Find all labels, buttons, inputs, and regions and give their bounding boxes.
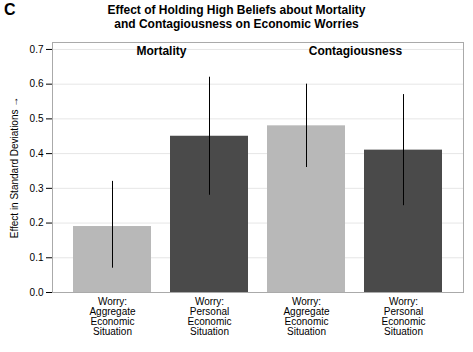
svg-text:0.6: 0.6 [30,78,44,89]
svg-text:0.7: 0.7 [30,44,44,55]
svg-text:0.4: 0.4 [30,148,44,159]
svg-text:Effect in Standard Deviations: Effect in Standard Deviations → [9,97,20,239]
svg-text:0.1: 0.1 [30,252,44,263]
svg-text:Mortality: Mortality [136,44,186,58]
svg-text:Worry:PersonalEconomicSituatio: Worry:PersonalEconomicSituation [382,296,426,337]
svg-text:0.5: 0.5 [30,113,44,124]
svg-text:Worry:AggregateEconomicSituati: Worry:AggregateEconomicSituation [283,296,330,337]
svg-text:0.2: 0.2 [30,217,44,228]
svg-text:Worry:PersonalEconomicSituatio: Worry:PersonalEconomicSituation [188,296,232,337]
svg-text:Contagiousness: Contagiousness [309,44,403,58]
svg-text:0.0: 0.0 [30,287,44,298]
html-text:Effect of Holding High Beliefs: Effect of Holding High Beliefs about Mor… [107,3,366,32]
svg-text:Worry:AggregateEconomicSituati: Worry:AggregateEconomicSituation [89,296,136,337]
html-text:C: C [4,1,16,18]
svg-text:0.3: 0.3 [30,183,44,194]
